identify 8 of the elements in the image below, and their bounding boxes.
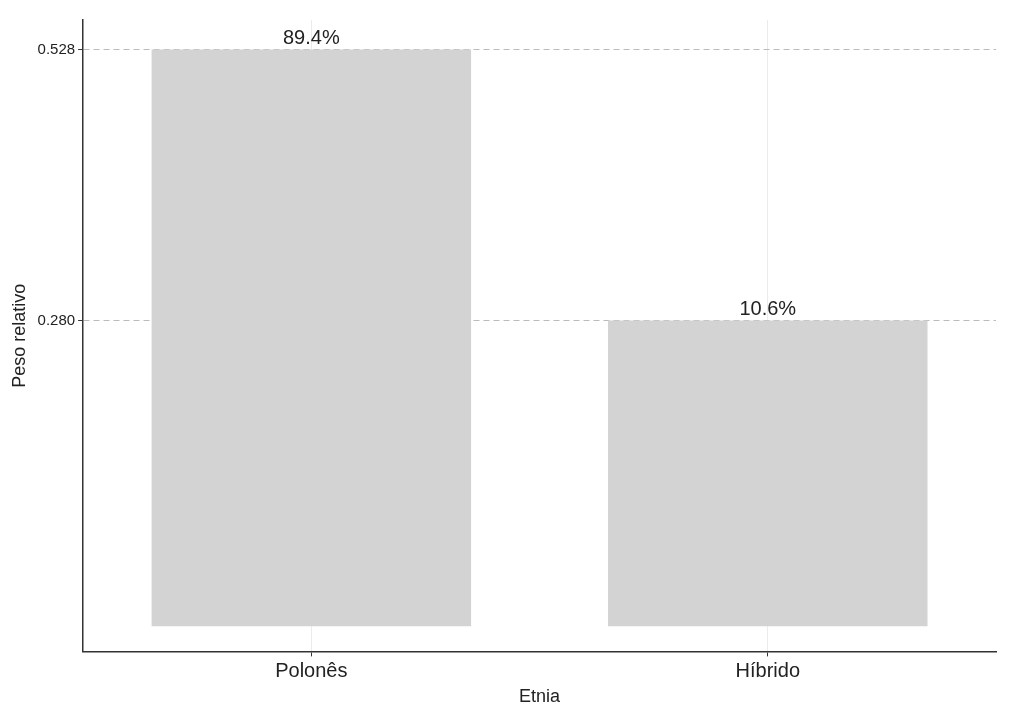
annotation: 89.4% <box>282 26 340 49</box>
annotation: 10.6% <box>739 296 797 319</box>
y-tick-label: 0.280 <box>37 310 76 328</box>
x-tick-label: Polonês <box>275 658 348 681</box>
x-tick-label: Híbrido <box>735 658 801 681</box>
y-axis-title: Peso relativo <box>8 283 29 388</box>
y-tick-label: 0.528 <box>37 39 76 57</box>
x-axis-title: Etnia <box>519 686 562 707</box>
